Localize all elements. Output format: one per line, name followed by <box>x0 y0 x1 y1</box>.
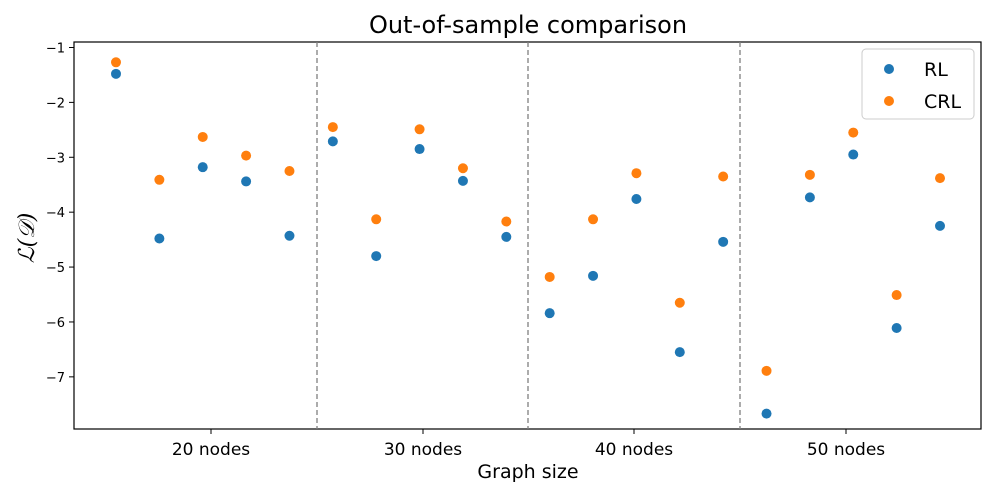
data-point-crl <box>327 122 338 133</box>
y-tick-label: −5 <box>46 261 65 276</box>
data-point-rl <box>154 233 165 244</box>
data-point-crl <box>544 271 555 282</box>
y-tick-label: −7 <box>46 371 65 386</box>
data-point-crl <box>241 150 252 161</box>
legend-label-crl: CRL <box>924 91 961 113</box>
data-point-rl <box>111 68 121 79</box>
data-point-rl <box>327 136 338 147</box>
data-point-rl <box>891 322 902 333</box>
plot-area: −1 −2 −3 −4 −5 −6 −7 20 nodes 30 nodes 40 nodes 50… <box>46 41 982 460</box>
data-point-rl <box>414 144 425 155</box>
data-point-rl <box>935 220 945 231</box>
data-point-rl <box>457 175 468 186</box>
y-tick-label: −6 <box>46 316 65 331</box>
legend-label-rl: RL <box>924 59 948 81</box>
data-point-crl <box>457 163 468 174</box>
data-point-crl <box>111 57 121 68</box>
data-point-crl <box>371 214 382 225</box>
data-point-crl <box>501 216 512 227</box>
data-point-rl <box>848 149 859 160</box>
data-point-crl <box>804 169 815 180</box>
data-point-rl <box>284 230 295 241</box>
data-point-rl <box>804 192 815 203</box>
data-point-rl <box>197 162 208 173</box>
data-point-crl <box>197 131 208 142</box>
data-point-crl <box>761 365 772 376</box>
data-point-crl <box>631 168 642 179</box>
data-point-crl <box>891 290 902 301</box>
data-point-rl <box>371 251 382 262</box>
data-point-crl <box>848 127 859 138</box>
data-point-rl <box>718 236 729 247</box>
x-tick-label: 20 nodes <box>172 440 250 460</box>
legend-marker-crl <box>884 96 894 106</box>
x-tick-label: 50 nodes <box>807 440 885 460</box>
data-point-rl <box>241 176 252 187</box>
data-point-rl <box>544 308 555 319</box>
data-point-rl <box>588 270 599 281</box>
x-axis-label: Graph size <box>477 461 578 483</box>
data-point-crl <box>718 171 729 182</box>
data-point-crl <box>674 297 685 308</box>
y-tick-label: −4 <box>46 206 65 221</box>
data-point-rl <box>674 347 685 358</box>
y-tick-label: −1 <box>46 41 65 56</box>
x-tick-label: 40 nodes <box>595 440 673 460</box>
data-point-crl <box>154 174 165 185</box>
data-point-rl <box>631 193 642 204</box>
data-point-crl <box>588 214 599 225</box>
data-point-crl <box>414 124 425 135</box>
y-tick-label: −2 <box>46 96 65 111</box>
y-axis-label: ℒ(𝒟) <box>15 213 40 264</box>
data-point-rl <box>761 408 772 419</box>
x-tick-label: 30 nodes <box>384 440 462 460</box>
data-point-rl <box>501 231 512 242</box>
legend-marker-rl <box>884 64 894 74</box>
y-tick-label: −3 <box>46 151 65 166</box>
chart-title: Out-of-sample comparison <box>369 11 687 39</box>
data-point-crl <box>284 166 295 176</box>
data-point-crl <box>935 173 945 184</box>
